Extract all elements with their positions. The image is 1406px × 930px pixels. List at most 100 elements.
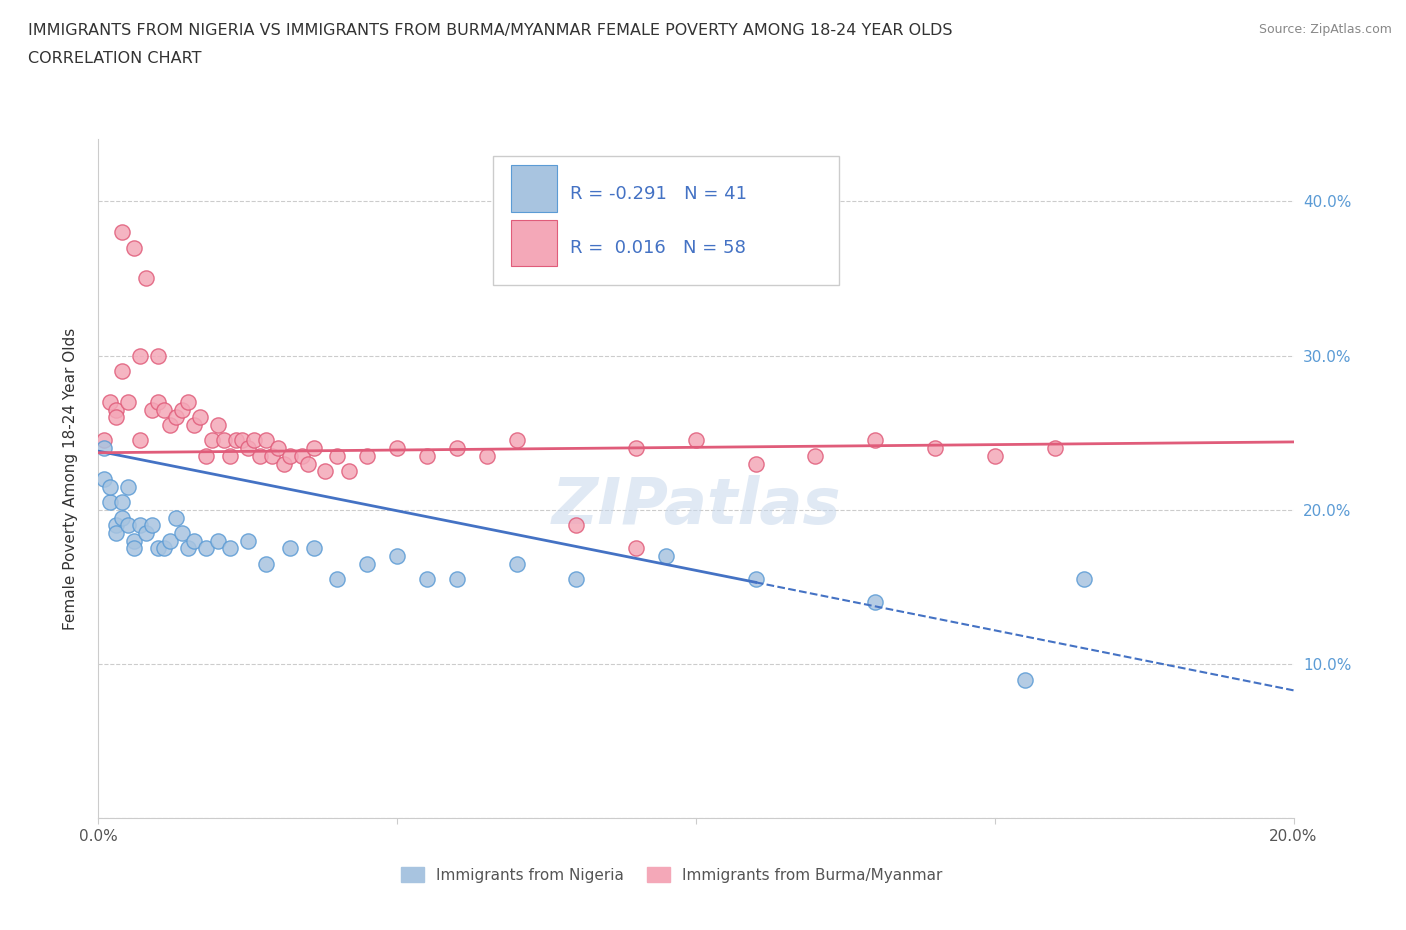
Point bbox=[416, 572, 439, 587]
Point bbox=[201, 433, 224, 448]
Point bbox=[207, 418, 229, 432]
Point bbox=[506, 556, 529, 571]
Point bbox=[148, 541, 170, 556]
Point bbox=[416, 448, 439, 463]
Point bbox=[188, 410, 211, 425]
Point bbox=[1073, 572, 1095, 587]
Point bbox=[124, 541, 146, 556]
Point bbox=[745, 572, 768, 587]
Point bbox=[1043, 441, 1066, 456]
Point bbox=[148, 348, 170, 363]
Point bbox=[129, 348, 152, 363]
Point bbox=[385, 549, 409, 564]
Point bbox=[626, 441, 648, 456]
Point bbox=[177, 394, 200, 409]
Point bbox=[446, 441, 468, 456]
Point bbox=[385, 441, 409, 456]
Point bbox=[446, 572, 468, 587]
Point bbox=[1014, 672, 1036, 687]
Point bbox=[153, 541, 176, 556]
Point bbox=[165, 410, 187, 425]
Point bbox=[291, 448, 314, 463]
Point bbox=[135, 525, 157, 540]
Point bbox=[565, 518, 588, 533]
Point bbox=[626, 541, 648, 556]
Text: IMMIGRANTS FROM NIGERIA VS IMMIGRANTS FROM BURMA/MYANMAR FEMALE POVERTY AMONG 18: IMMIGRANTS FROM NIGERIA VS IMMIGRANTS FR… bbox=[28, 23, 953, 38]
Point bbox=[105, 525, 128, 540]
Point bbox=[865, 595, 887, 610]
Point bbox=[326, 572, 349, 587]
Point bbox=[254, 556, 277, 571]
Point bbox=[219, 541, 242, 556]
Text: R = -0.291   N = 41: R = -0.291 N = 41 bbox=[571, 185, 748, 203]
Text: ZIPatlas: ZIPatlas bbox=[551, 475, 841, 538]
Point bbox=[655, 549, 678, 564]
Point bbox=[93, 433, 115, 448]
Point bbox=[141, 518, 163, 533]
Point bbox=[356, 448, 378, 463]
Point bbox=[165, 510, 187, 525]
Point bbox=[278, 448, 301, 463]
Point bbox=[339, 464, 361, 479]
Point bbox=[685, 433, 707, 448]
Point bbox=[278, 541, 301, 556]
Point bbox=[475, 448, 498, 463]
FancyBboxPatch shape bbox=[510, 219, 557, 267]
Point bbox=[984, 448, 1007, 463]
Point bbox=[105, 518, 128, 533]
Point bbox=[804, 448, 827, 463]
Point bbox=[111, 510, 134, 525]
Point bbox=[111, 495, 134, 510]
Point bbox=[195, 448, 218, 463]
Point bbox=[231, 433, 253, 448]
Point bbox=[356, 556, 378, 571]
Point bbox=[267, 441, 290, 456]
Point bbox=[565, 572, 588, 587]
Point bbox=[124, 240, 146, 255]
Point bbox=[111, 364, 134, 379]
Point bbox=[212, 433, 235, 448]
Y-axis label: Female Poverty Among 18-24 Year Olds: Female Poverty Among 18-24 Year Olds bbox=[63, 328, 77, 631]
Point bbox=[98, 479, 122, 494]
Point bbox=[254, 433, 277, 448]
Point bbox=[98, 495, 122, 510]
Point bbox=[506, 433, 529, 448]
Point bbox=[302, 441, 325, 456]
Point bbox=[260, 448, 283, 463]
Point bbox=[302, 541, 325, 556]
Point bbox=[93, 472, 115, 486]
Point bbox=[159, 418, 181, 432]
Point bbox=[141, 402, 163, 417]
Point bbox=[315, 464, 337, 479]
Text: CORRELATION CHART: CORRELATION CHART bbox=[28, 51, 201, 66]
Point bbox=[129, 518, 152, 533]
Point bbox=[124, 533, 146, 548]
Point bbox=[236, 533, 259, 548]
FancyBboxPatch shape bbox=[510, 166, 557, 212]
Point bbox=[273, 456, 295, 471]
Point bbox=[148, 394, 170, 409]
Point bbox=[249, 448, 271, 463]
Point bbox=[243, 433, 266, 448]
Point bbox=[225, 433, 247, 448]
Point bbox=[297, 456, 319, 471]
Point bbox=[236, 441, 259, 456]
Point bbox=[111, 225, 134, 240]
Point bbox=[183, 418, 205, 432]
Point bbox=[326, 448, 349, 463]
Point bbox=[219, 448, 242, 463]
Point bbox=[177, 541, 200, 556]
Point bbox=[129, 433, 152, 448]
Legend: Immigrants from Nigeria, Immigrants from Burma/Myanmar: Immigrants from Nigeria, Immigrants from… bbox=[395, 860, 949, 889]
Point bbox=[183, 533, 205, 548]
Point bbox=[172, 402, 194, 417]
Text: Source: ZipAtlas.com: Source: ZipAtlas.com bbox=[1258, 23, 1392, 36]
Point bbox=[93, 441, 115, 456]
Point bbox=[105, 402, 128, 417]
Point bbox=[207, 533, 229, 548]
Point bbox=[865, 433, 887, 448]
Point bbox=[745, 456, 768, 471]
Point bbox=[172, 525, 194, 540]
Text: R =  0.016   N = 58: R = 0.016 N = 58 bbox=[571, 239, 747, 257]
Point bbox=[98, 394, 122, 409]
